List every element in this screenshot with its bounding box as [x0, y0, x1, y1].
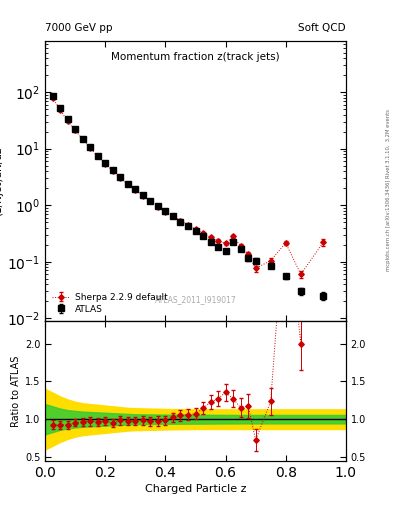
Y-axis label: Ratio to ATLAS: Ratio to ATLAS	[11, 355, 21, 426]
Text: ATLAS_2011_I919017: ATLAS_2011_I919017	[154, 295, 237, 304]
Y-axis label: (1/Njet)dN/dz: (1/Njet)dN/dz	[0, 146, 3, 216]
Text: mcplots.cern.ch [arXiv:1306.3436]: mcplots.cern.ch [arXiv:1306.3436]	[386, 180, 391, 271]
Text: Soft QCD: Soft QCD	[298, 23, 346, 33]
Text: 7000 GeV pp: 7000 GeV pp	[45, 23, 113, 33]
Text: Rivet 3.1.10,  3.2M events: Rivet 3.1.10, 3.2M events	[386, 109, 391, 178]
Text: Momentum fraction z(track jets): Momentum fraction z(track jets)	[111, 52, 280, 62]
Legend: Sherpa 2.2.9 default, ATLAS: Sherpa 2.2.9 default, ATLAS	[50, 290, 171, 316]
X-axis label: Charged Particle z: Charged Particle z	[145, 484, 246, 494]
